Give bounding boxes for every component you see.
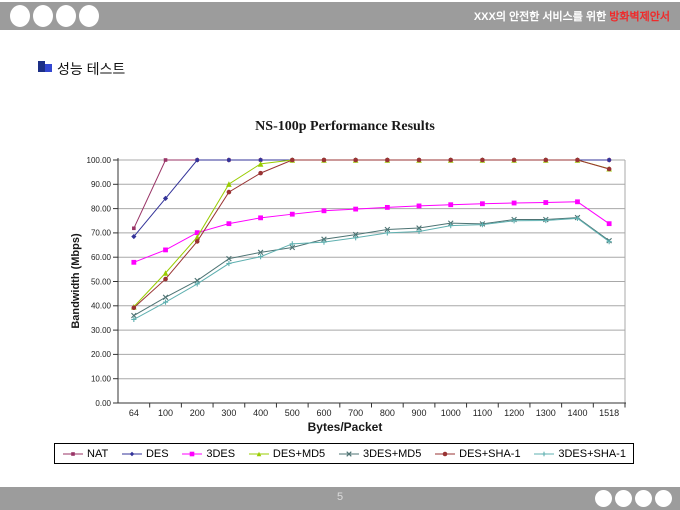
legend-label: DES+SHA-1 xyxy=(459,447,521,460)
legend-label: DES+MD5 xyxy=(272,447,326,460)
x-tick-label: 300 xyxy=(221,408,236,418)
x-tick-label: 1200 xyxy=(504,408,524,418)
footer-dots xyxy=(595,490,672,507)
y-tick-label: 60.00 xyxy=(91,253,112,262)
x-axis-title: Bytes/Packet xyxy=(307,420,383,434)
x-tick-label: 1000 xyxy=(441,408,461,418)
dot-icon xyxy=(615,490,632,507)
y-tick-label: 20.00 xyxy=(91,350,112,359)
x-tick-label: 700 xyxy=(348,408,363,418)
legend-label: 3DES xyxy=(206,447,236,460)
y-tick-label: 70.00 xyxy=(91,229,112,238)
legend-label: DES xyxy=(145,447,169,460)
legend-marker-icon xyxy=(248,451,269,456)
y-tick-label: 80.00 xyxy=(91,204,112,213)
y-tick-label: 40.00 xyxy=(91,302,112,311)
x-tick-label: 64 xyxy=(129,408,139,418)
y-tick-label: 90.00 xyxy=(91,180,112,189)
chart-tick-labels: 0.00 10.00 20.00 30.00 40.00 50.00 60.00 70.00 8… xyxy=(87,156,620,418)
x-tick-label: 1100 xyxy=(473,408,492,418)
x-tick-label: 800 xyxy=(380,408,395,418)
y-tick-label: 30.00 xyxy=(91,326,112,335)
header-title: XXX의 안전한 서비스를 위한 방화벽제안서 xyxy=(474,2,670,30)
y-tick-label: 10.00 xyxy=(91,375,112,384)
header-title-plain: XXX의 안전한 서비스를 위한 xyxy=(473,11,610,23)
chart-legend: NAT DES 3DES DES+MD5 3DES+MD5 DES+SHA-1 3DES+S… xyxy=(54,443,634,464)
legend-item-nat: NAT xyxy=(62,448,108,460)
chart-series xyxy=(131,157,612,323)
legend-marker-icon xyxy=(435,451,456,456)
dot-icon xyxy=(79,5,99,27)
x-tick-label: 400 xyxy=(253,408,268,418)
y-tick-label: 50.00 xyxy=(91,277,112,286)
y-tick-label: 0.00 xyxy=(95,399,111,408)
legend-item-3des-sha-1: 3DES+SHA-1 xyxy=(533,448,626,460)
x-tick-label: 500 xyxy=(285,408,300,418)
y-tick-label: 100.00 xyxy=(87,156,112,165)
chart-axes xyxy=(113,158,626,408)
legend-item-3des-md5: 3DES+MD5 xyxy=(338,448,421,460)
dot-icon xyxy=(33,5,53,27)
x-tick-label: 600 xyxy=(316,408,331,418)
chart-title: NS-100p Performance Results xyxy=(255,119,435,134)
series-des-sha-1 xyxy=(131,157,612,311)
x-tick-label: 900 xyxy=(412,408,427,418)
legend-marker-icon xyxy=(534,451,555,456)
legend-label: 3DES+MD5 xyxy=(362,447,422,460)
dot-icon xyxy=(635,490,652,507)
page-number: 5 xyxy=(336,491,344,503)
header-title-red: 방화벽제안서 xyxy=(609,11,670,23)
legend-marker-icon xyxy=(63,451,83,456)
legend-label: 3DES+SHA-1 xyxy=(558,447,626,460)
series-3des xyxy=(131,199,612,265)
header-bar: XXX의 안전한 서비스를 위한 방화벽제안서 xyxy=(0,2,680,30)
dot-icon xyxy=(595,490,612,507)
dot-icon xyxy=(56,5,76,27)
legend-marker-icon xyxy=(121,451,142,456)
x-tick-label: 100 xyxy=(158,408,173,418)
chart-gridlines xyxy=(118,159,626,403)
x-tick-label: 1518 xyxy=(599,408,619,418)
legend-marker-icon xyxy=(338,450,359,457)
legend-item-des: DES xyxy=(121,448,169,460)
header-dots xyxy=(10,5,99,27)
legend-label: NAT xyxy=(87,447,109,460)
slide-title: 성능 테스트 xyxy=(57,61,126,77)
legend-item-3des: 3DES xyxy=(181,448,235,460)
x-tick-label: 1400 xyxy=(567,408,587,418)
legend-item-des-sha-1: DES+SHA-1 xyxy=(434,447,521,460)
footer-bar xyxy=(0,487,680,510)
legend-item-des-md5: DES+MD5 xyxy=(248,448,325,460)
dot-icon xyxy=(655,490,672,507)
legend-marker-icon xyxy=(182,451,203,456)
x-tick-label: 1300 xyxy=(536,408,556,418)
series-3des-sha-1 xyxy=(131,215,612,323)
x-tick-label: 200 xyxy=(190,408,205,418)
dot-icon xyxy=(10,5,30,27)
